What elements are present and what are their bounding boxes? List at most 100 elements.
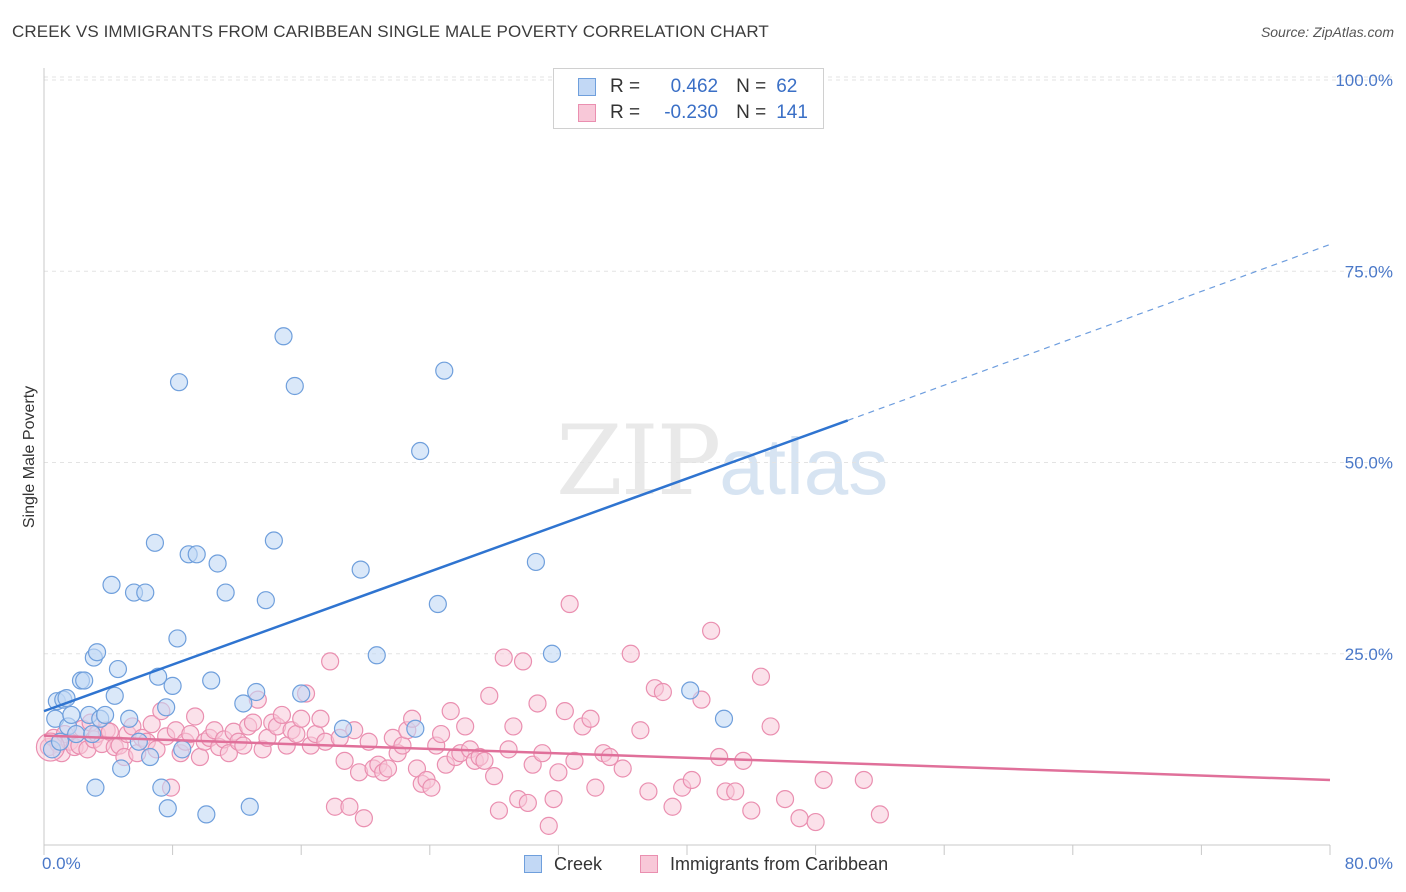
creek-point [234,694,253,713]
legend-r-label: R = [610,102,641,123]
creek-point [526,552,545,572]
caribbean-trend-line [43,734,1331,782]
creek-point [351,560,370,579]
creek-point [411,441,430,461]
caribbean-point [243,713,263,732]
creek-point [247,682,266,702]
caribbean-point [870,805,890,824]
creek-point [102,575,121,595]
caribbean-swatch [640,855,658,873]
creek-point [435,361,454,380]
creek-trend-extension [847,243,1331,421]
y-tick-label: 75.0% [1345,262,1393,281]
y-tick-label: 50.0% [1345,454,1393,473]
caribbean-point [354,809,373,828]
creek-point [367,646,386,665]
caribbean-point [742,801,761,820]
caribbean-point [653,682,672,702]
legend-row-creek: R = 0.462 N = 62 [578,75,797,99]
trend-lines [43,243,1331,782]
caribbean-point [639,782,658,801]
caribbean-point [539,816,558,835]
bottom-legend-caribbean: Immigrants from Caribbean [640,852,888,876]
creek-point [152,778,171,797]
caribbean-point [475,751,494,770]
creek-point [145,533,165,552]
creek-point [168,629,187,648]
watermark: ZIPatlas [556,405,888,517]
creek-point [292,684,311,703]
legend-row-caribbean: R = -0.230 N = 141 [578,101,808,125]
creek-point [406,719,425,738]
creek-point [169,373,189,392]
caribbean-point [549,763,568,782]
creek-point [173,740,192,759]
caribbean-point [292,709,311,728]
legend-n-label: N = [736,102,767,123]
caribbean-swatch [578,104,596,122]
x-tick-label: 80.0% [1345,854,1393,873]
caribbean-point [340,797,359,816]
creek-point [264,531,283,550]
creek-swatch [524,855,542,873]
creek-point [140,747,160,767]
caribbean-point [726,782,745,801]
creek-point [163,676,182,695]
creek-point [83,724,102,744]
caribbean-point [335,751,354,770]
caribbean-point [456,717,475,736]
caribbean-point [494,648,513,667]
grid-lines [44,76,1392,655]
caribbean-point [272,705,292,725]
caribbean-point [504,717,523,736]
caribbean-point [441,702,460,721]
caribbean-point [393,736,412,755]
creek-point [202,671,221,690]
caribbean-point [190,747,210,767]
y-tick-label: 25.0% [1345,645,1393,664]
legend-n-value: 141 [776,102,808,123]
caribbean-point [489,801,509,820]
caribbean-point [528,694,547,713]
caribbean-point [621,644,640,663]
caribbean-point [581,709,600,728]
caribbean-point [710,747,729,767]
bottom-legend-creek: Creek [524,852,602,876]
creek-point [428,594,447,614]
bottom-legend-creek-label: Creek [554,853,603,874]
y-tick-label: 100.0% [1335,71,1393,90]
creek-swatch [578,78,596,96]
caribbean-point [321,652,340,671]
creek-point [62,705,81,725]
creek-point [120,709,139,728]
caribbean-point [544,789,563,809]
caribbean-point [854,770,873,790]
caribbean-point [565,751,584,770]
creek-point [112,759,131,778]
creek-point [681,681,700,700]
caribbean-point [518,793,537,813]
caribbean-point [181,724,200,744]
creek-points [42,70,774,824]
caribbean-point [613,759,632,778]
creek-point [542,644,562,663]
caribbean-point [485,767,504,786]
caribbean-point [234,736,253,755]
caribbean-point [814,770,833,790]
creek-point [240,797,259,816]
creek-point [197,805,216,824]
caribbean-point [663,797,682,816]
creek-point [86,778,105,797]
creek-point [108,659,128,679]
caribbean-point [806,812,825,832]
caribbean-point [480,686,499,705]
creek-point [129,732,148,751]
creek-point [187,545,206,564]
creek-point [285,376,304,396]
chart-title: CREEK VS IMMIGRANTS FROM CARIBBEAN SINGL… [12,22,769,41]
caribbean-point [287,724,306,744]
caribbean-point [422,778,441,797]
caribbean-point [555,702,574,721]
creek-point [714,709,734,728]
